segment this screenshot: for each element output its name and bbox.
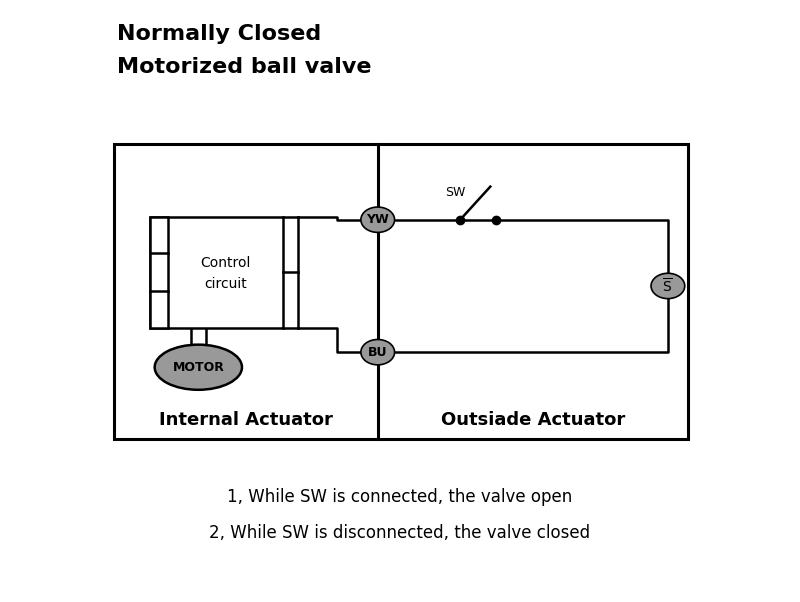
FancyBboxPatch shape (150, 217, 282, 328)
Text: Motorized ball valve: Motorized ball valve (117, 57, 371, 77)
Text: 2, While SW is disconnected, the valve closed: 2, While SW is disconnected, the valve c… (210, 524, 590, 542)
Ellipse shape (651, 273, 685, 299)
Bar (114, 144, 688, 439)
Bar (150, 217, 168, 328)
Ellipse shape (154, 344, 242, 390)
Text: circuit: circuit (204, 276, 246, 291)
Ellipse shape (361, 340, 394, 365)
Text: MOTOR: MOTOR (172, 361, 224, 374)
Text: 1, While SW is connected, the valve open: 1, While SW is connected, the valve open (227, 488, 573, 506)
Text: BU: BU (368, 346, 387, 359)
Text: $\overline{\mathrm{S}}$: $\overline{\mathrm{S}}$ (662, 277, 674, 295)
Text: Internal Actuator: Internal Actuator (159, 411, 333, 429)
Ellipse shape (361, 207, 394, 232)
Text: Outsiade Actuator: Outsiade Actuator (441, 411, 625, 429)
Text: Control: Control (200, 256, 250, 270)
Text: SW: SW (445, 185, 466, 199)
Text: YW: YW (366, 213, 389, 226)
Text: Normally Closed: Normally Closed (117, 24, 322, 44)
